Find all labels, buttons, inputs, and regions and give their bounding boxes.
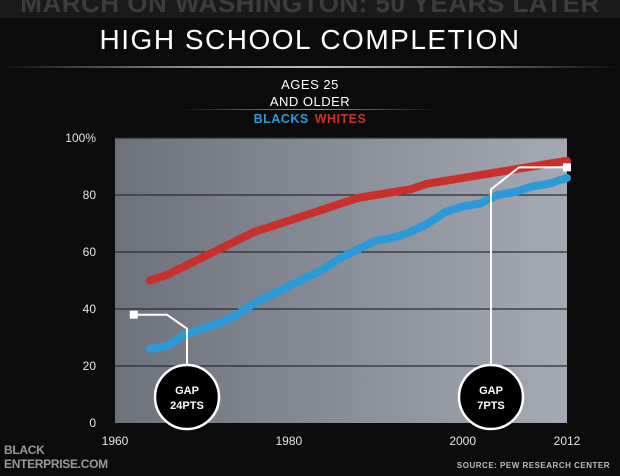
data-point-blacks (443, 210, 447, 214)
data-point-whites (252, 230, 256, 234)
data-point-whites (565, 159, 569, 163)
x-tick-label: 1960 (102, 434, 129, 448)
data-point-whites (409, 187, 413, 191)
data-point-blacks (287, 284, 291, 288)
data-point-blacks (565, 176, 569, 180)
data-point-whites (269, 224, 273, 228)
data-point-whites (356, 196, 360, 200)
brand-logo-line-2: ENTERPRISE.COM (4, 457, 108, 471)
data-point-whites (183, 264, 187, 268)
data-point-blacks (409, 230, 413, 234)
data-point-blacks (478, 202, 482, 206)
subtitle-line-2: AND OLDER (269, 94, 351, 109)
source-credit: SOURCE: PEW RESEARCH CENTER (456, 461, 610, 470)
data-point-whites (165, 273, 169, 277)
data-point-whites (235, 239, 239, 243)
data-point-blacks (356, 247, 360, 251)
data-point-blacks (165, 344, 169, 348)
data-point-blacks (269, 293, 273, 297)
gap-label-line-1: GAP (479, 385, 503, 397)
brand-logo: BLACK ENTERPRISE.COM (4, 443, 108, 471)
data-point-whites (287, 219, 291, 223)
data-point-whites (374, 193, 378, 197)
data-point-blacks (548, 182, 552, 186)
data-point-blacks (513, 190, 517, 194)
chart-subtitle: AGES 25 AND OLDER (0, 76, 620, 110)
y-tick-label: 80 (83, 188, 97, 202)
data-point-blacks (461, 204, 465, 208)
data-point-whites (426, 182, 430, 186)
data-point-blacks (495, 193, 499, 197)
gap-marker (129, 310, 138, 319)
data-point-whites (443, 179, 447, 183)
data-point-whites (217, 247, 221, 251)
data-point-whites (548, 162, 552, 166)
x-tick-label: 1980 (275, 434, 302, 448)
banner-text: MARCH ON WASHINGTON: 50 YEARS LATER (20, 0, 600, 18)
gap-label-line-2: 7PTS (477, 400, 505, 412)
gap-connector (133, 313, 188, 365)
legend-whites: WHITES (314, 112, 367, 126)
data-point-whites (304, 213, 308, 217)
subtitle-divider (180, 109, 440, 110)
y-tick-label: 0 (89, 416, 96, 430)
data-point-whites (391, 190, 395, 194)
data-point-blacks (304, 276, 308, 280)
title-divider (0, 66, 620, 68)
data-point-blacks (217, 321, 221, 325)
data-point-whites (478, 173, 482, 177)
data-point-blacks (252, 301, 256, 305)
data-point-whites (339, 202, 343, 206)
gap-connector (490, 166, 567, 365)
gap-label-line-1: GAP (175, 385, 199, 397)
data-point-blacks (322, 267, 326, 271)
x-tick-label: 2012 (554, 434, 581, 448)
y-tick-label: 40 (83, 302, 97, 316)
data-point-blacks (183, 333, 187, 337)
data-point-whites (322, 207, 326, 211)
data-point-whites (495, 170, 499, 174)
y-tick-label: 100% (65, 131, 96, 145)
data-point-blacks (530, 184, 534, 188)
data-point-whites (461, 176, 465, 180)
gap-label-line-2: 24PTS (170, 400, 204, 412)
brand-logo-line-1: BLACK (4, 443, 45, 457)
subtitle-line-1: AGES 25 (281, 77, 339, 92)
legend-blacks: BLACKS (253, 112, 309, 126)
data-point-blacks (391, 236, 395, 240)
gap-badge (153, 363, 221, 431)
chart-title: HIGH SCHOOL COMPLETION (99, 24, 521, 55)
data-point-whites (148, 279, 152, 282)
y-tick-label: 20 (83, 359, 97, 373)
data-point-blacks (235, 313, 239, 317)
data-point-blacks (339, 256, 343, 260)
legend: BLACKS WHITES (0, 112, 620, 126)
data-point-blacks (200, 327, 204, 331)
gap-marker (563, 163, 571, 172)
x-tick-label: 2000 (449, 434, 476, 448)
y-tick-label: 60 (83, 245, 97, 259)
data-point-blacks (148, 347, 152, 351)
banner: MARCH ON WASHINGTON: 50 YEARS LATER (0, 0, 620, 18)
data-point-blacks (426, 222, 430, 225)
gap-badge (457, 363, 525, 431)
data-point-whites (200, 256, 204, 260)
data-point-blacks (374, 239, 378, 243)
